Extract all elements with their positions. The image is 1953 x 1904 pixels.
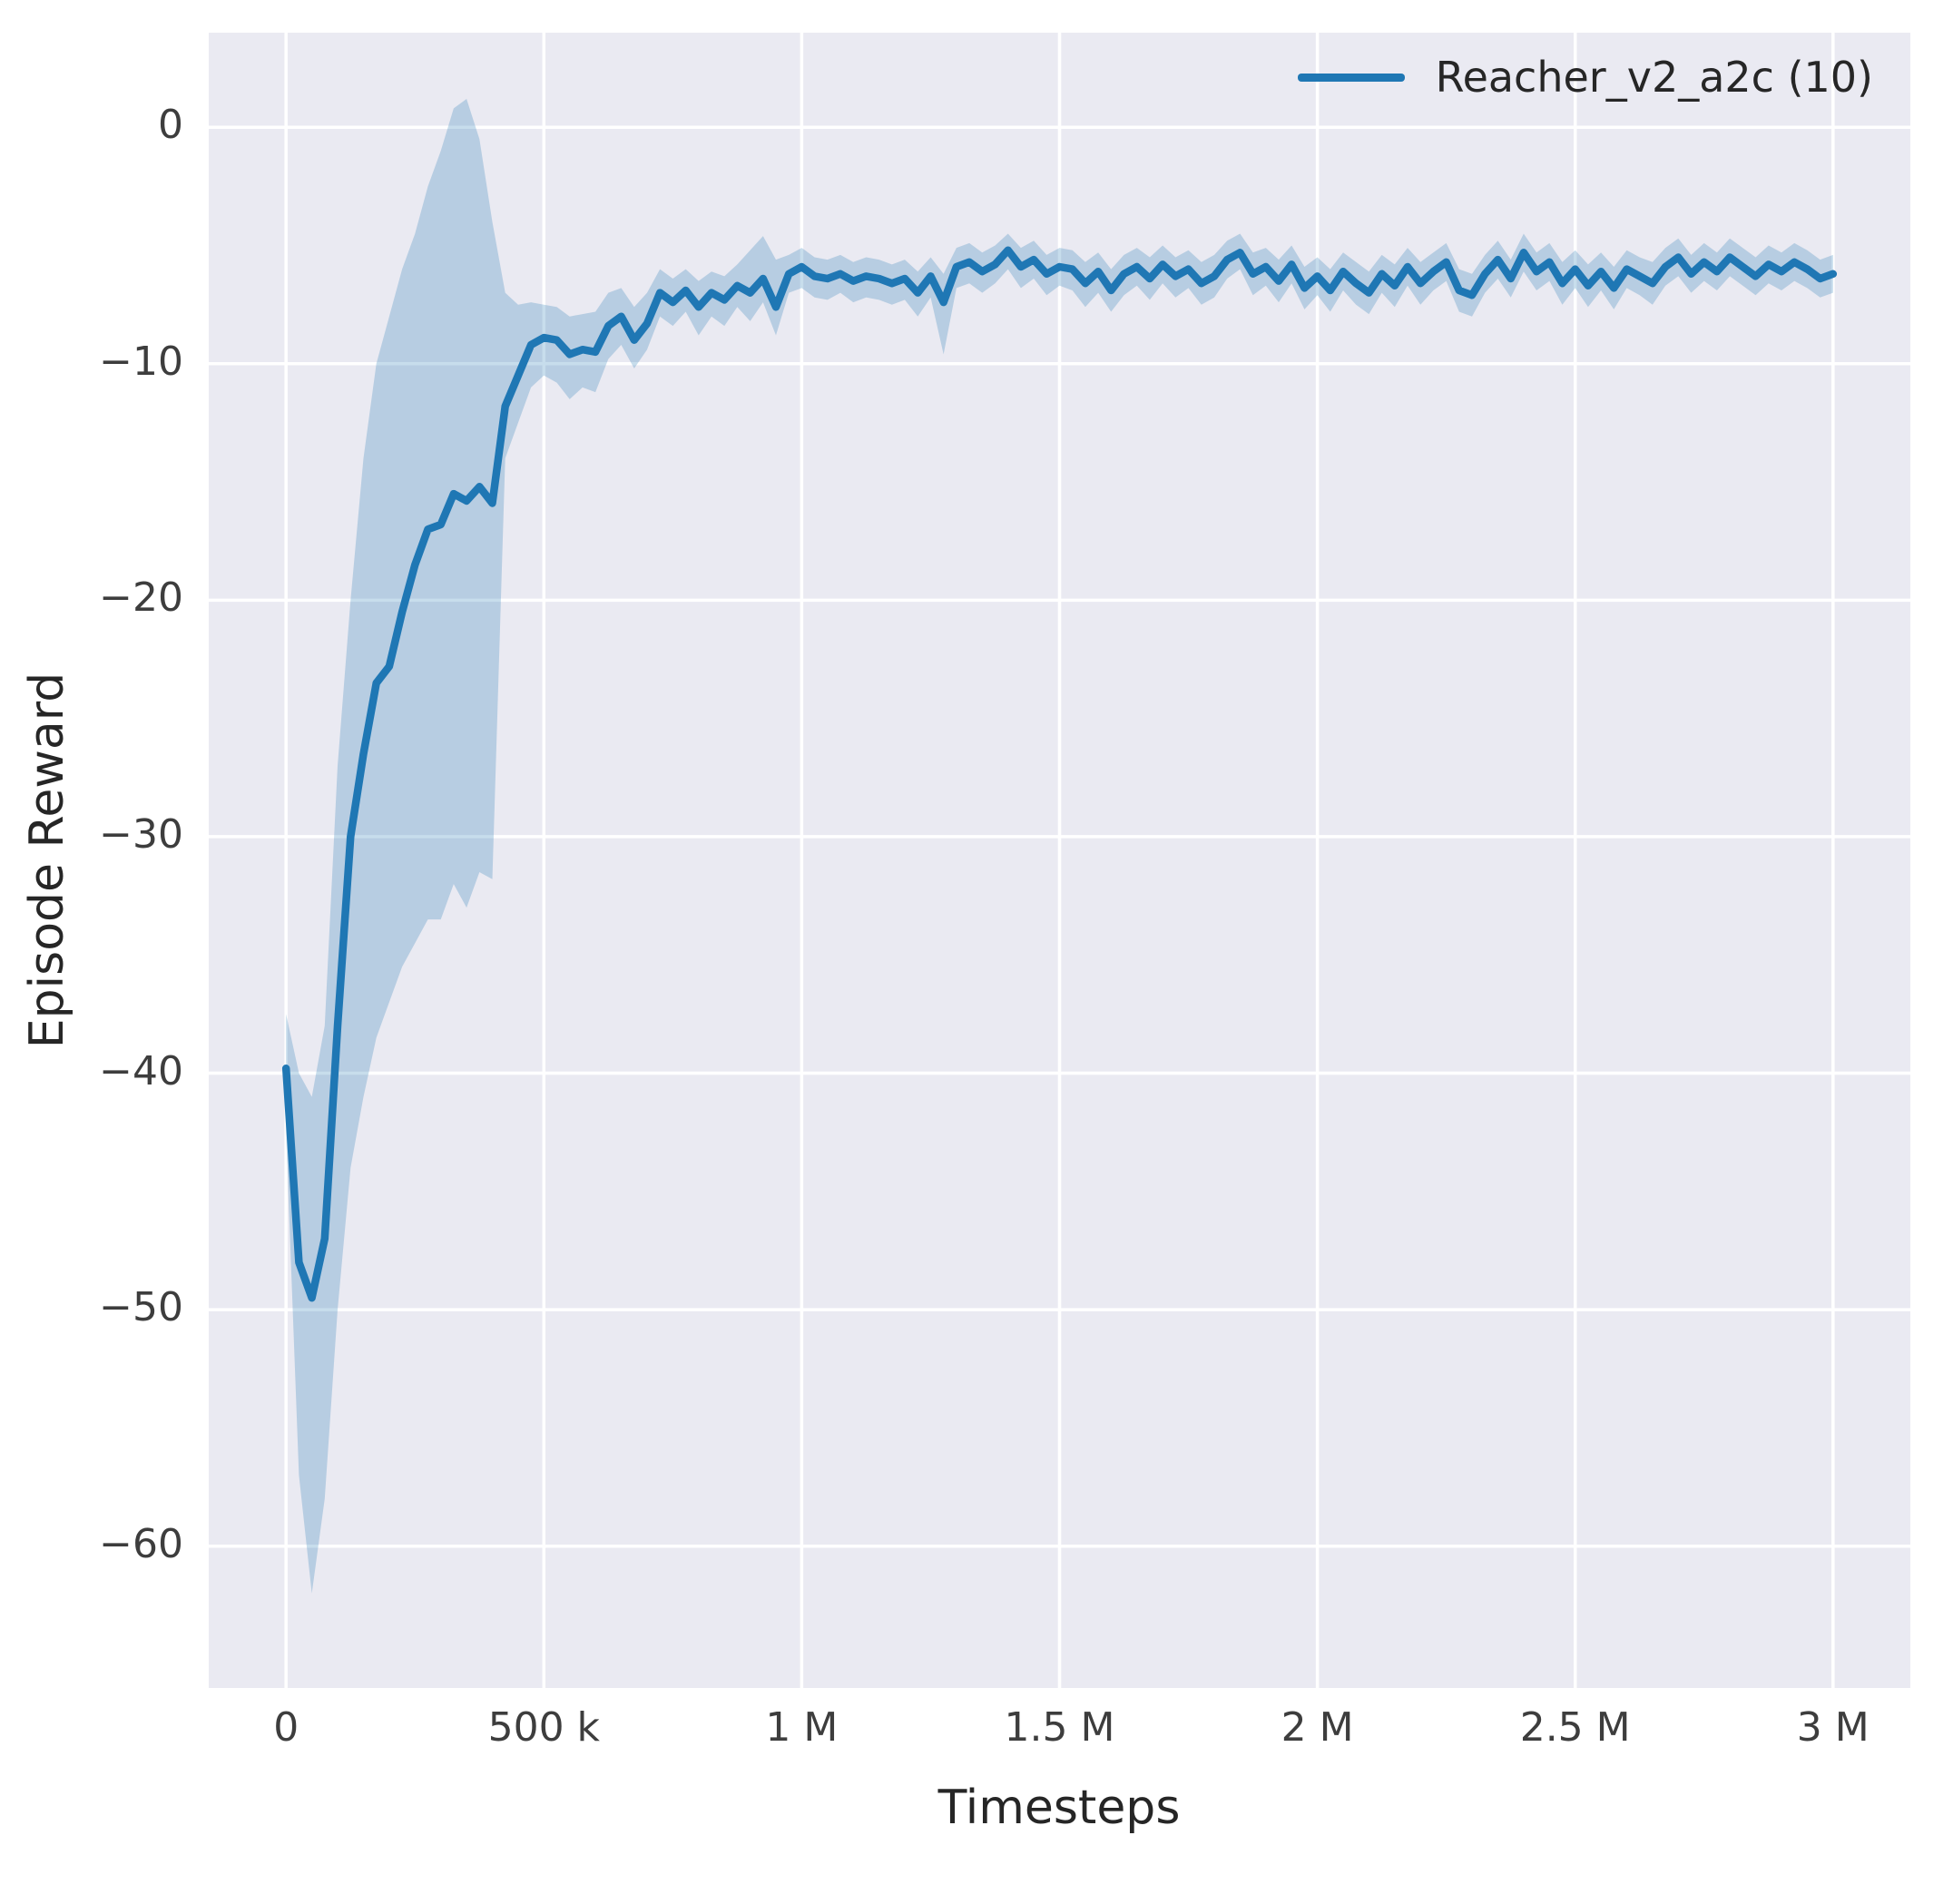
x-tick-label: 3 M: [1796, 1704, 1870, 1751]
legend-series-label: Reacher_v2_a2c (10): [1435, 53, 1873, 102]
x-tick-label: 2 M: [1281, 1704, 1354, 1751]
legend-line-swatch: [1297, 73, 1405, 82]
y-tick-label: −10: [99, 338, 183, 385]
x-tick-label: 1 M: [765, 1704, 839, 1751]
y-tick-label: −20: [99, 574, 183, 622]
legend: Reacher_v2_a2c (10): [1297, 53, 1873, 102]
x-tick-label: 2.5 M: [1519, 1704, 1631, 1751]
y-axis-label: Episode Reward: [20, 672, 74, 1049]
x-tick-label: 1.5 M: [1004, 1704, 1115, 1751]
y-tick-label: −60: [99, 1520, 183, 1567]
x-tick-label: 500 k: [487, 1704, 601, 1751]
x-tick-label: 0: [273, 1704, 299, 1751]
y-tick-label: −40: [99, 1047, 183, 1094]
x-axis-label: Timesteps: [937, 1781, 1181, 1835]
series-line: [281, 246, 1838, 1302]
confidence-band: [286, 99, 1833, 1594]
y-tick-label: −50: [99, 1284, 183, 1331]
y-tick-label: 0: [158, 102, 183, 149]
y-tick-label: −30: [99, 810, 183, 858]
